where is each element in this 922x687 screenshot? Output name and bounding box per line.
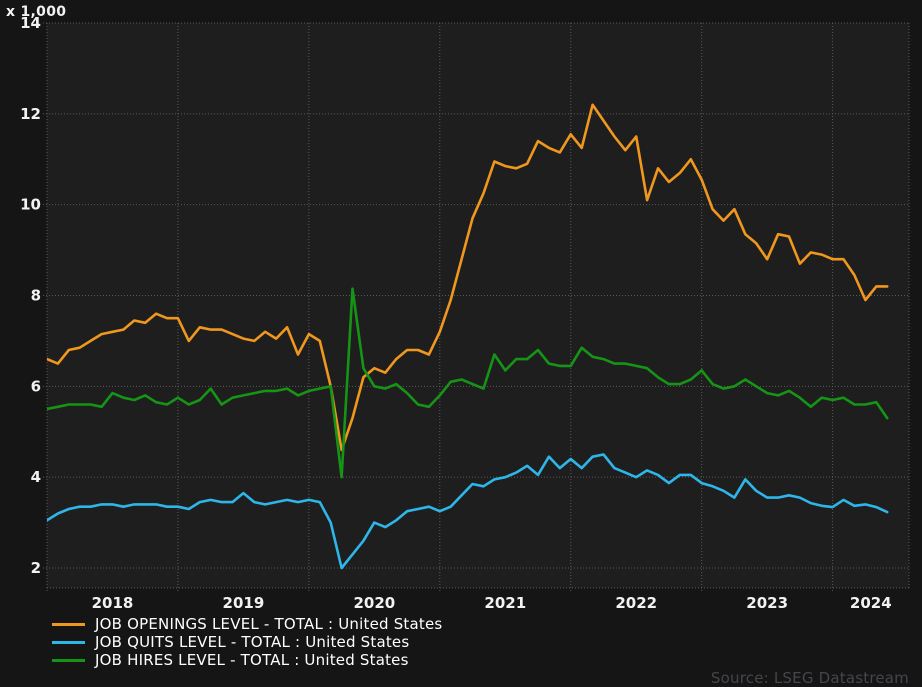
y-tick-label: 2 bbox=[31, 559, 41, 577]
x-tick-label: 2018 bbox=[92, 594, 134, 612]
y-tick-label: 12 bbox=[20, 105, 41, 123]
y-tick-label: 6 bbox=[31, 377, 41, 395]
legend-swatch-hires bbox=[52, 658, 85, 662]
y-tick-label: 4 bbox=[31, 468, 41, 486]
y-tick-label: 10 bbox=[20, 196, 41, 214]
plot-background bbox=[47, 23, 909, 588]
series-line-hires bbox=[47, 287, 889, 479]
x-tick-label: 2023 bbox=[746, 594, 788, 612]
legend: JOB OPENINGS LEVEL - TOTAL : United Stat… bbox=[52, 615, 442, 669]
legend-swatch-quits bbox=[52, 640, 85, 644]
x-tick-label: 2024 bbox=[850, 594, 892, 612]
legend-item-quits: JOB QUITS LEVEL - TOTAL : United States bbox=[52, 633, 442, 651]
legend-item-hires: JOB HIRES LEVEL - TOTAL : United States bbox=[52, 651, 442, 669]
legend-item-label: JOB HIRES LEVEL - TOTAL : United States bbox=[95, 651, 409, 669]
source-label: Source: LSEG Datastream bbox=[710, 669, 909, 687]
gridlines bbox=[43, 22, 910, 592]
legend-item-label: JOB QUITS LEVEL - TOTAL : United States bbox=[95, 633, 410, 651]
series-line-quits bbox=[47, 453, 889, 570]
x-tick-label: 2022 bbox=[615, 594, 657, 612]
y-tick-label: 8 bbox=[31, 287, 41, 305]
x-tick-label: 2019 bbox=[223, 594, 265, 612]
legend-item-label: JOB OPENINGS LEVEL - TOTAL : United Stat… bbox=[95, 615, 443, 633]
legend-item-openings: JOB OPENINGS LEVEL - TOTAL : United Stat… bbox=[52, 615, 442, 633]
y-axis-unit-label: x 1,000 bbox=[6, 4, 67, 20]
y-tick-label: 14 bbox=[20, 14, 41, 32]
x-tick-label: 2020 bbox=[353, 594, 395, 612]
legend-swatch-openings bbox=[52, 622, 85, 626]
series-line-openings bbox=[47, 103, 889, 452]
x-tick-label: 2021 bbox=[484, 594, 526, 612]
